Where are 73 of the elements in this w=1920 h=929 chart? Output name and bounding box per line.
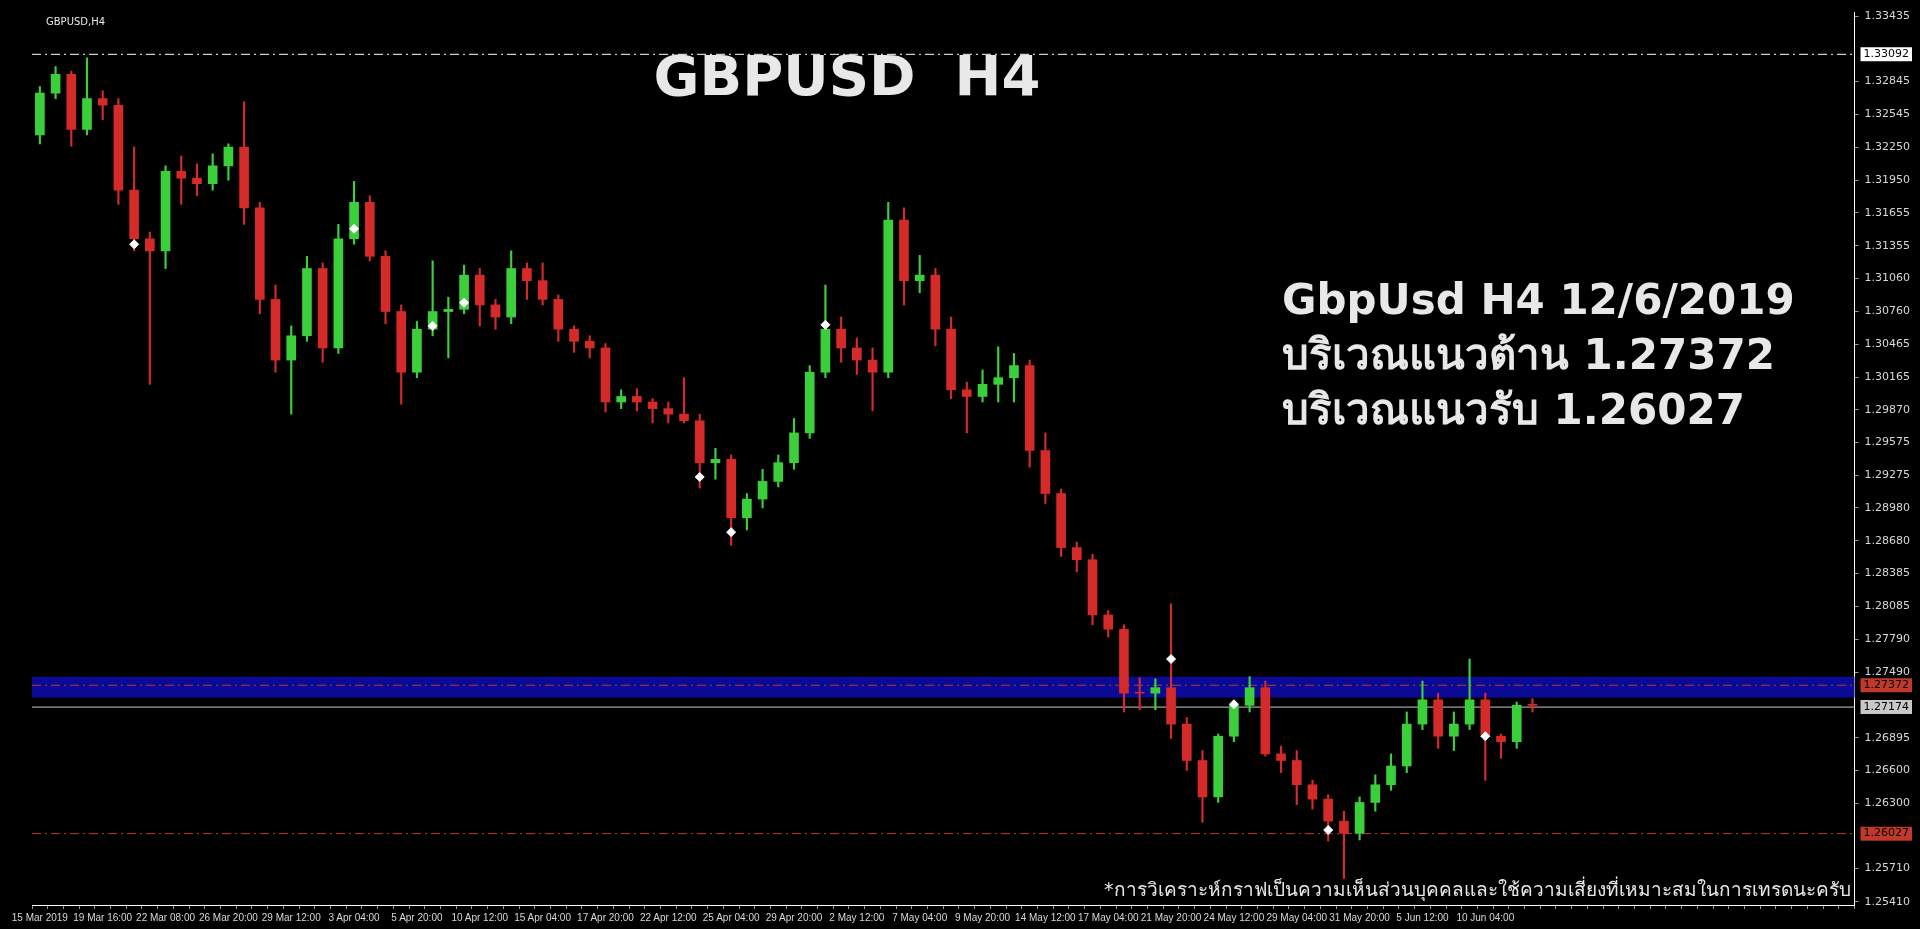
ref-line-label: 1.27372: [1863, 678, 1910, 692]
x-tick-label: 22 Apr 12:00: [639, 911, 698, 923]
point: [820, 319, 831, 330]
y-tick-label: 1.32250: [1864, 140, 1911, 154]
x-tick-label: 17 May 04:00: [1077, 911, 1139, 923]
annotation: บริเวณแนวรับ 1.26027: [1282, 384, 1745, 434]
ref-line-label: 1.26027: [1863, 826, 1910, 840]
ref-line-label: 1.27174: [1863, 699, 1910, 713]
y-tick-label: 1.33435: [1864, 9, 1911, 23]
x-tick-label: 22 Mar 08:00: [136, 911, 196, 923]
y-tick-label: 1.27490: [1864, 665, 1911, 679]
x-tick-label: 5 Jun 12:00: [1396, 911, 1450, 923]
annotation: บริเวณแนวต้าน 1.27372: [1282, 329, 1775, 379]
y-tick-label: 1.29275: [1864, 468, 1911, 482]
x-tick-label: 21 May 20:00: [1140, 911, 1202, 923]
text: GBPUSD H4: [653, 43, 1041, 109]
x-tick-label: 19 Mar 16:00: [73, 911, 133, 923]
y-tick-label: 1.26895: [1864, 730, 1911, 744]
y-tick-label: 1.28980: [1864, 500, 1911, 514]
y-tick-label: 1.27790: [1864, 632, 1911, 646]
y-tick-label: 1.32545: [1864, 107, 1911, 121]
x-tick-label: 29 May 04:00: [1266, 911, 1328, 923]
x-tick-label: 29 Apr 20:00: [765, 911, 823, 923]
y-tick-label: 1.28680: [1864, 533, 1911, 547]
point: [1228, 699, 1239, 710]
annotation: GbpUsd H4 12/6/2019: [1282, 274, 1795, 324]
chart-subtitle: GBPUSD,H4: [46, 16, 106, 28]
point: [427, 320, 438, 331]
x-tick-label: 2 May 12:00: [829, 911, 885, 923]
point: [694, 472, 705, 482]
point: [726, 527, 737, 538]
y-tick-label: 1.31060: [1864, 271, 1911, 285]
y-tick-label: 1.31950: [1864, 173, 1911, 187]
y-tick-label: 1.31655: [1864, 205, 1911, 219]
y-tick-label: 1.29870: [1864, 402, 1911, 416]
x-tick-label: 5 Apr 20:00: [391, 911, 443, 923]
x-tick-label: 31 May 20:00: [1329, 911, 1391, 923]
y-tick-label: 1.29575: [1864, 435, 1911, 449]
point: [1323, 824, 1334, 835]
x-tick-label: 15 Apr 04:00: [514, 911, 572, 923]
y-tick-label: 1.26300: [1864, 796, 1911, 810]
point: [459, 297, 470, 308]
point: [129, 239, 140, 250]
x-tick-label: 9 May 20:00: [955, 911, 1011, 923]
y-tick-label: 1.31355: [1864, 238, 1911, 252]
x-tick-label: 24 May 12:00: [1203, 911, 1265, 923]
x-tick-label: 25 Apr 04:00: [702, 911, 760, 923]
ref-line-label: 1.33092: [1863, 47, 1910, 61]
point: [1166, 654, 1177, 665]
candlestick: [710, 447, 721, 480]
y-tick-label: 1.30465: [1864, 336, 1911, 350]
candlestick: [867, 347, 878, 412]
y-tick-label: 1.26600: [1864, 763, 1911, 777]
point: [349, 223, 360, 234]
y-tick-label: 1.28085: [1864, 599, 1911, 613]
y-tick-label: 1.28385: [1864, 566, 1911, 580]
x-tick-label: 29 Mar 12:00: [261, 911, 322, 923]
y-tick-label: 1.30760: [1864, 304, 1911, 318]
x-tick-label: 14 May 12:00: [1015, 911, 1077, 923]
x-tick-label: 3 Apr 04:00: [328, 911, 381, 923]
point: [1480, 731, 1491, 742]
x-tick-label: 26 Mar 20:00: [198, 911, 259, 923]
x-tick-label: 17 Apr 20:00: [577, 911, 635, 923]
y-tick-label: 1.25710: [1864, 861, 1911, 875]
x-tick-label: 10 Jun 04:00: [1456, 911, 1515, 923]
x-tick-label: 7 May 04:00: [892, 911, 948, 923]
x-tick-label: 15 Mar 2019: [11, 911, 69, 923]
y-tick-label: 1.32845: [1864, 74, 1911, 88]
y-tick-label: 1.30165: [1864, 370, 1911, 384]
annotation: *การวิเคราะห์กราฟเป็นความเห็นส่วนบุคคลและใช้ความเสี่ยงที่เหมาะสมในการเทรดนะครับ: [1104, 875, 1851, 902]
candlestick: [1527, 698, 1538, 713]
y-tick-label: 1.25410: [1864, 894, 1911, 908]
x-tick-label: 10 Apr 12:00: [451, 911, 509, 923]
